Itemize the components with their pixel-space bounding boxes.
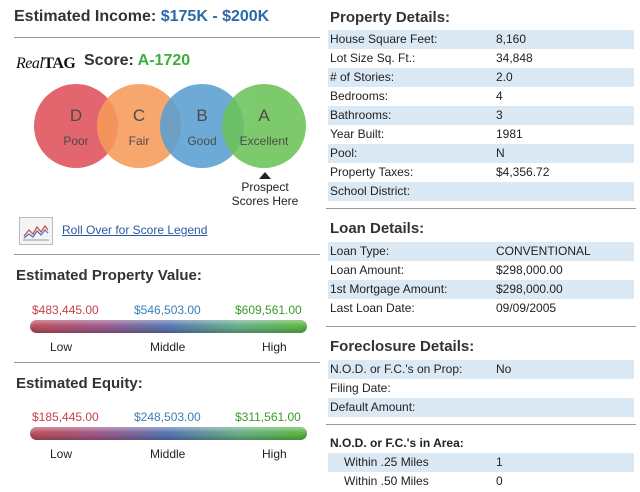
equity-title: Estimated Equity: [16,375,143,392]
table-row: Default Amount: [328,398,634,417]
table-row: Loan Amount: $298,000.00 [330,263,563,277]
loan-details-table: Loan Type: CONVENTIONAL Loan Amount: $298,… [328,242,634,318]
area-table: Within .25 Miles 1 Within .50 Miles 0 [328,453,634,491]
score-circle-letter: A [258,106,270,125]
equity-high: $311,561.00 [235,410,301,424]
table-row: Loan Type: CONVENTIONAL [328,242,634,261]
divider [326,208,636,209]
table-row: Year Built: 1981 [330,127,523,141]
foreclosure-details-title: Foreclosure Details: [330,338,475,355]
table-row: Filing Date: [330,381,391,395]
left-column: Estimated Income: $175K - $200K RealTAG … [14,8,320,461]
line-chart-icon[interactable] [19,217,53,245]
equity-range-bar [30,427,307,440]
table-row: 1st Mortgage Amount: $298,000.00 [328,280,634,299]
score-circle-letter: D [69,106,83,125]
estimated-income: Estimated Income: $175K - $200K [14,8,269,26]
property-value-range-bar [30,320,307,333]
equity-low: $185,445.00 [32,410,99,424]
score-circle-word: Excellent [239,134,289,148]
table-row: Lot Size Sq. Ft.: 34,848 [330,51,533,65]
property-value-middle-label: Middle [150,340,186,354]
right-column: Property Details: House Square Feet: 8,16… [326,0,636,492]
score-circle-word: Poor [63,134,89,148]
score-circle-word: Fair [128,134,150,148]
property-value-title: Estimated Property Value: [16,267,202,284]
equity-low-label: Low [50,447,73,461]
table-row: Bathrooms: 3 [328,106,634,125]
property-value-low-label: Low [50,340,73,354]
property-value-middle: $546,503.00 [134,303,201,317]
table-row: N.O.D. or F.C.'s on Prop: No [328,360,634,379]
divider [14,37,320,38]
property-value-high: $609,561.00 [235,303,302,317]
score-circle-a: A Excellent [222,84,306,168]
score-value: A-1720 [137,52,191,69]
equity-middle-label: Middle [150,447,186,461]
table-row: Within .25 Miles 1 [328,453,634,472]
table-row: # of Stories: 2.0 [328,68,634,87]
score-label: Score: [84,52,134,69]
table-row: Bedrooms: 4 [330,89,503,103]
divider [326,326,636,327]
prospect-note: Prospect Scores Here [231,180,299,208]
estimated-income-label: Estimated Income: [14,8,157,25]
estimated-income-value: $175K - $200K [160,8,270,25]
table-row: Property Taxes: $4,356.72 [330,165,550,179]
score-circle-b: B Good [160,84,244,168]
score-circle-word: Good [187,134,217,148]
loan-details-title: Loan Details: [330,220,425,237]
score-circle-letter: C [132,106,146,125]
property-value-high-label: High [262,340,287,354]
equity-middle: $248,503.00 [134,410,201,424]
score: Score: A-1720 [84,52,190,70]
area-title: N.O.D. or F.C.'s in Area: [330,436,464,450]
property-details-title: Property Details: [330,9,451,26]
table-row: School District: [328,182,634,201]
property-details-table: House Square Feet: 8,160 Lot Size Sq. Ft.… [328,30,634,201]
divider [326,424,636,425]
property-value-low: $483,445.00 [32,303,99,317]
equity-high-label: High [262,447,287,461]
divider [14,362,320,363]
realtag-logo: RealTAG [16,55,76,72]
score-circle-letter: B [196,106,208,125]
table-row: Pool: N [328,144,634,163]
foreclosure-details-table: N.O.D. or F.C.'s on Prop: No Filing Date:… [328,360,634,417]
score-legend-link[interactable]: Roll Over for Score Legend [62,223,208,237]
triangle-up-icon [259,172,271,179]
table-row: House Square Feet: 8,160 [328,30,634,49]
table-row: Last Loan Date: 09/09/2005 [330,301,557,315]
divider [14,254,320,255]
table-row: Within .50 Miles 0 [344,474,503,488]
